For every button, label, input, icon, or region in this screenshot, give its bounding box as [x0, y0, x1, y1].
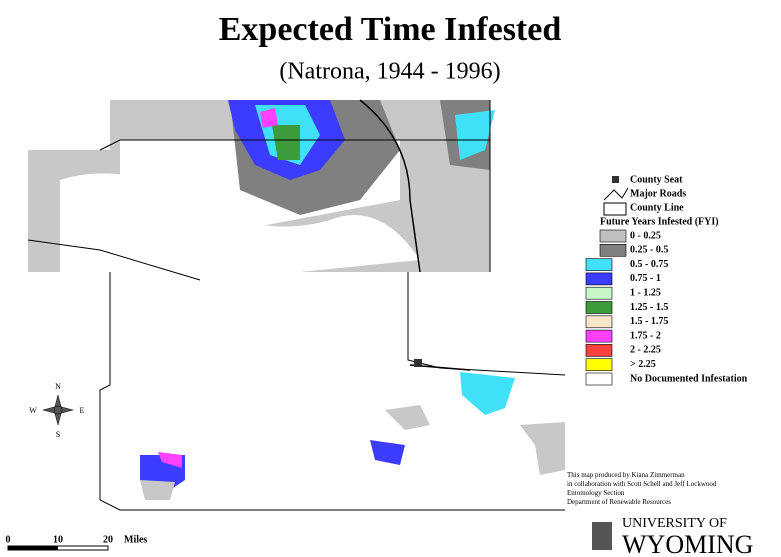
- legend-heading: Future Years Infested (FYI): [600, 216, 719, 227]
- infestation-area: [158, 452, 182, 468]
- legend-label: 1 - 1.25: [630, 287, 661, 298]
- legend-symbol: [612, 176, 619, 183]
- legend-label: County Seat: [630, 174, 683, 185]
- credits: This map produced by Kiana Zimmerman in …: [567, 471, 717, 506]
- compass-n: N: [55, 382, 61, 391]
- legend-swatch: [599, 229, 627, 243]
- credit-line: in collaboration with Scott Schell and J…: [567, 480, 717, 488]
- legend-label: 0.25 - 0.5: [630, 245, 668, 256]
- infestation-area: [385, 405, 430, 430]
- map: [27, 99, 566, 511]
- legend-swatch: [585, 258, 613, 271]
- compass: N S E W: [29, 382, 84, 439]
- legend-symbol: [603, 202, 627, 216]
- scale-bar-segment: [8, 546, 58, 550]
- legend-swatch: [585, 358, 613, 372]
- uninfested-area: [60, 173, 420, 272]
- legend: County Seat Major Roads County Line Futu…: [585, 174, 748, 386]
- logo-line: WYOMING: [622, 530, 753, 557]
- infestation-area: [455, 110, 495, 160]
- legend-label: 0 - 0.25: [630, 230, 661, 241]
- infestation-area: [460, 372, 515, 415]
- infestation-area: [260, 108, 278, 128]
- legend-label: 2 - 2.25: [630, 345, 661, 356]
- legend-swatch: [599, 244, 627, 257]
- legend-swatch: [585, 301, 613, 314]
- logo-mark: [592, 522, 612, 550]
- legend-swatch: [585, 272, 613, 286]
- compass-w: W: [29, 406, 37, 415]
- legend-label: No Documented Infestation: [630, 373, 748, 384]
- infestation-area: [520, 422, 565, 475]
- legend-label: 0.5 - 0.75: [630, 259, 668, 270]
- legend-swatch: [585, 286, 613, 300]
- subtitle: (Natrona, 1944 - 1996): [279, 59, 500, 85]
- scale-label: 20: [103, 534, 113, 545]
- infestation-area: [370, 440, 405, 465]
- legend-label: 0.75 - 1: [630, 273, 661, 284]
- legend-symbol: [603, 187, 629, 201]
- credit-line: This map produced by Kiana Zimmerman: [567, 471, 685, 479]
- legend-label: 1.25 - 1.5: [630, 302, 668, 313]
- compass-s: S: [56, 430, 60, 439]
- scale-unit: Miles: [124, 534, 147, 545]
- logo-line: UNIVERSITY OF: [622, 516, 727, 531]
- infestation-area: [272, 125, 300, 160]
- scale-label: 10: [53, 534, 63, 545]
- title: Expected Time Infested: [219, 11, 562, 48]
- infestation-area: [140, 480, 175, 500]
- scale-label: 0: [6, 534, 11, 545]
- logo: UNIVERSITY OF WYOMING: [592, 516, 753, 557]
- compass-rose: [42, 394, 74, 426]
- legend-label: 1.5 - 1.75: [630, 316, 668, 327]
- county-seat: [414, 359, 422, 367]
- legend-label: 1.75 - 2: [630, 330, 661, 341]
- legend-label: Major Roads: [630, 188, 686, 199]
- legend-label: > 2.25: [630, 359, 656, 370]
- compass-e: E: [80, 406, 85, 415]
- credit-line: Entomology Section: [567, 489, 625, 497]
- legend-swatch: [585, 344, 613, 357]
- county-line: [27, 100, 566, 511]
- scale-bar: 0 10 20 Miles: [6, 534, 147, 551]
- legend-swatch: [585, 329, 613, 343]
- legend-swatch: [585, 315, 613, 329]
- legend-label: County Line: [630, 202, 684, 213]
- credit-line: Department of Renewable Resources: [567, 498, 671, 506]
- legend-swatch: [585, 372, 613, 386]
